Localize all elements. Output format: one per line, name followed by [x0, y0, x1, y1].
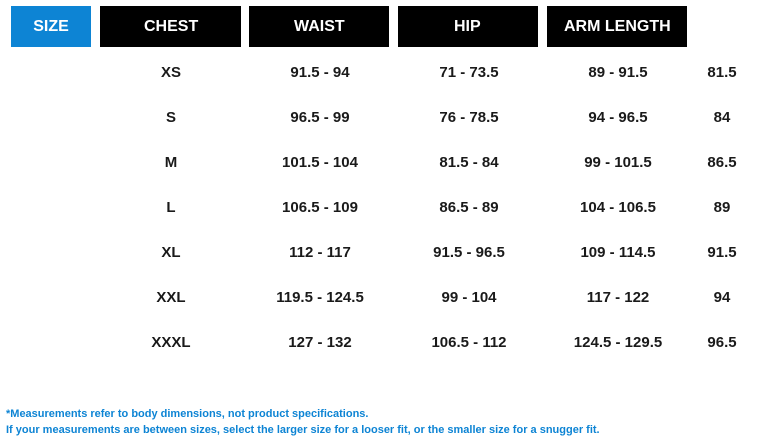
hip-cell: 99 - 101.5 — [584, 154, 652, 171]
table-row: XL 112 - 117 91.5 - 96.5 109 - 114.5 91.… — [0, 242, 774, 264]
table-row: XS 91.5 - 94 71 - 73.5 89 - 91.5 81.5 — [0, 62, 774, 84]
waist-cell: 81.5 - 84 — [439, 154, 499, 171]
size-cell: XS — [160, 64, 182, 81]
header-chest: CHEST — [100, 6, 241, 47]
arm-length-cell: 94 — [713, 289, 731, 306]
hip-cell: 117 - 122 — [586, 289, 650, 306]
header-size: SIZE — [11, 6, 91, 47]
arm-length-cell: 81.5 — [707, 64, 737, 81]
waist-cell: 91.5 - 96.5 — [433, 244, 505, 261]
chest-cell: 106.5 - 109 — [282, 199, 358, 216]
arm-length-cell: 96.5 — [707, 334, 737, 351]
header-hip: HIP — [398, 6, 538, 47]
waist-cell: 106.5 - 112 — [431, 334, 507, 351]
waist-cell: 86.5 - 89 — [439, 199, 499, 216]
size-cell: S — [165, 109, 177, 126]
chest-cell: 112 - 117 — [289, 244, 351, 261]
arm-length-cell: 91.5 — [707, 244, 737, 261]
table-row: M 101.5 - 104 81.5 - 84 99 - 101.5 86.5 — [0, 152, 774, 174]
arm-length-cell: 89 — [713, 199, 731, 216]
chest-cell: 119.5 - 124.5 — [276, 289, 364, 306]
header-arm-length: ARM LENGTH — [547, 6, 687, 47]
hip-cell: 124.5 - 129.5 — [573, 334, 663, 351]
table-row: L 106.5 - 109 86.5 - 89 104 - 106.5 89 — [0, 197, 774, 219]
size-cell: XXXL — [151, 334, 191, 351]
table-row: XXL 119.5 - 124.5 99 - 104 117 - 122 94 — [0, 287, 774, 309]
size-cell: L — [166, 199, 176, 216]
waist-cell: 71 - 73.5 — [439, 64, 499, 81]
size-cell: M — [164, 154, 178, 171]
arm-length-cell: 86.5 — [707, 154, 737, 171]
table-row: XXXL 127 - 132 106.5 - 112 124.5 - 129.5… — [0, 332, 774, 354]
measurement-note: *Measurements refer to body dimensions, … — [6, 408, 369, 420]
chest-cell: 127 - 132 — [288, 334, 352, 351]
waist-cell: 76 - 78.5 — [439, 109, 499, 126]
waist-cell: 99 - 104 — [441, 289, 497, 306]
size-cell: XL — [161, 244, 181, 261]
hip-cell: 104 - 106.5 — [580, 199, 656, 216]
hip-cell: 109 - 114.5 — [580, 244, 656, 261]
hip-cell: 94 - 96.5 — [588, 109, 648, 126]
fit-advice-note: If your measurements are between sizes, … — [6, 424, 600, 436]
chest-cell: 101.5 - 104 — [282, 154, 358, 171]
size-cell: XXL — [156, 289, 186, 306]
hip-cell: 89 - 91.5 — [588, 64, 648, 81]
header-waist: WAIST — [249, 6, 389, 47]
chest-cell: 91.5 - 94 — [290, 64, 350, 81]
arm-length-cell: 84 — [713, 109, 731, 126]
table-row: S 96.5 - 99 76 - 78.5 94 - 96.5 84 — [0, 107, 774, 129]
chest-cell: 96.5 - 99 — [290, 109, 350, 126]
